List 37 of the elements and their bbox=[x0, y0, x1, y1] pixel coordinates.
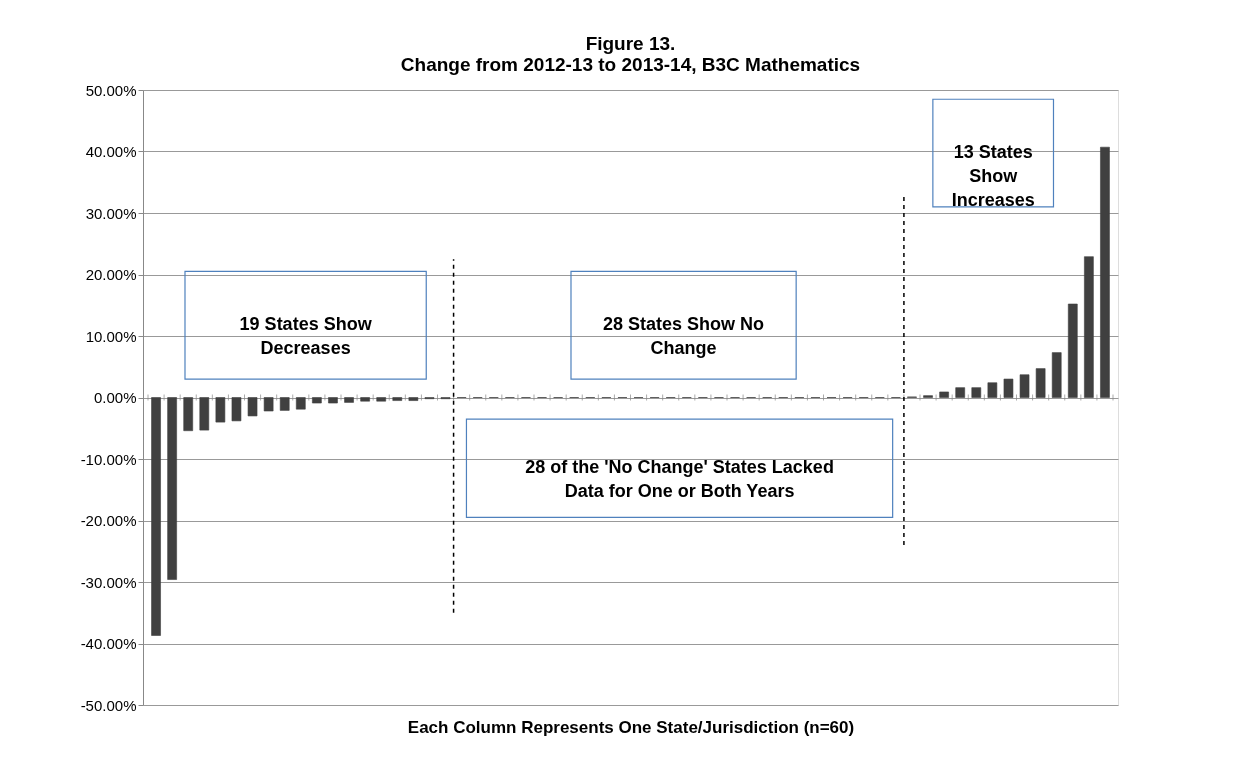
bar bbox=[263, 397, 274, 412]
y-tick-label: 30.00% bbox=[85, 204, 137, 222]
chart-title: Figure 13. Change from 2012-13 to 2013-14, B3C Mathematics bbox=[400, 33, 861, 75]
bar bbox=[1035, 368, 1046, 398]
bar bbox=[1100, 146, 1110, 398]
bar bbox=[295, 397, 306, 410]
annotation: 13 States Show Increases bbox=[951, 142, 1035, 211]
y-tick-label: -30.00% bbox=[80, 573, 137, 591]
bar bbox=[151, 397, 161, 636]
y-tick-label: -10.00% bbox=[80, 450, 137, 468]
y-tick-label: 50.00% bbox=[85, 81, 137, 99]
y-tick-label: 40.00% bbox=[85, 143, 137, 160]
bar bbox=[955, 387, 966, 398]
bar bbox=[215, 397, 226, 423]
y-tick-label: -50.00% bbox=[80, 696, 137, 714]
bar bbox=[971, 387, 982, 398]
bar bbox=[279, 397, 290, 411]
bar bbox=[1019, 374, 1030, 398]
annotation: 28 of the 'No Change' States Lacked Data for One or Both Years bbox=[525, 457, 834, 502]
y-tick-label: 10.00% bbox=[85, 327, 137, 345]
bar bbox=[1067, 303, 1078, 398]
bar bbox=[247, 397, 258, 417]
annotation: 19 States Show Decreases bbox=[239, 314, 373, 359]
bar bbox=[1051, 352, 1062, 398]
bar bbox=[167, 397, 177, 580]
y-tick-label: 20.00% bbox=[85, 266, 137, 283]
y-tick-label: -20.00% bbox=[80, 512, 137, 529]
bar bbox=[987, 382, 998, 398]
y-tick-label: -40.00% bbox=[80, 635, 137, 652]
y-tick-label: 0.00% bbox=[93, 389, 137, 406]
bar bbox=[199, 397, 210, 431]
x-axis-title: Each Column Represents One State/Jurisdiction (n=60) bbox=[407, 717, 855, 737]
bar bbox=[1084, 256, 1094, 398]
bar bbox=[231, 397, 242, 422]
annotation: 28 States Show No Change bbox=[603, 314, 765, 359]
bar bbox=[183, 397, 194, 432]
bar bbox=[1003, 378, 1014, 398]
